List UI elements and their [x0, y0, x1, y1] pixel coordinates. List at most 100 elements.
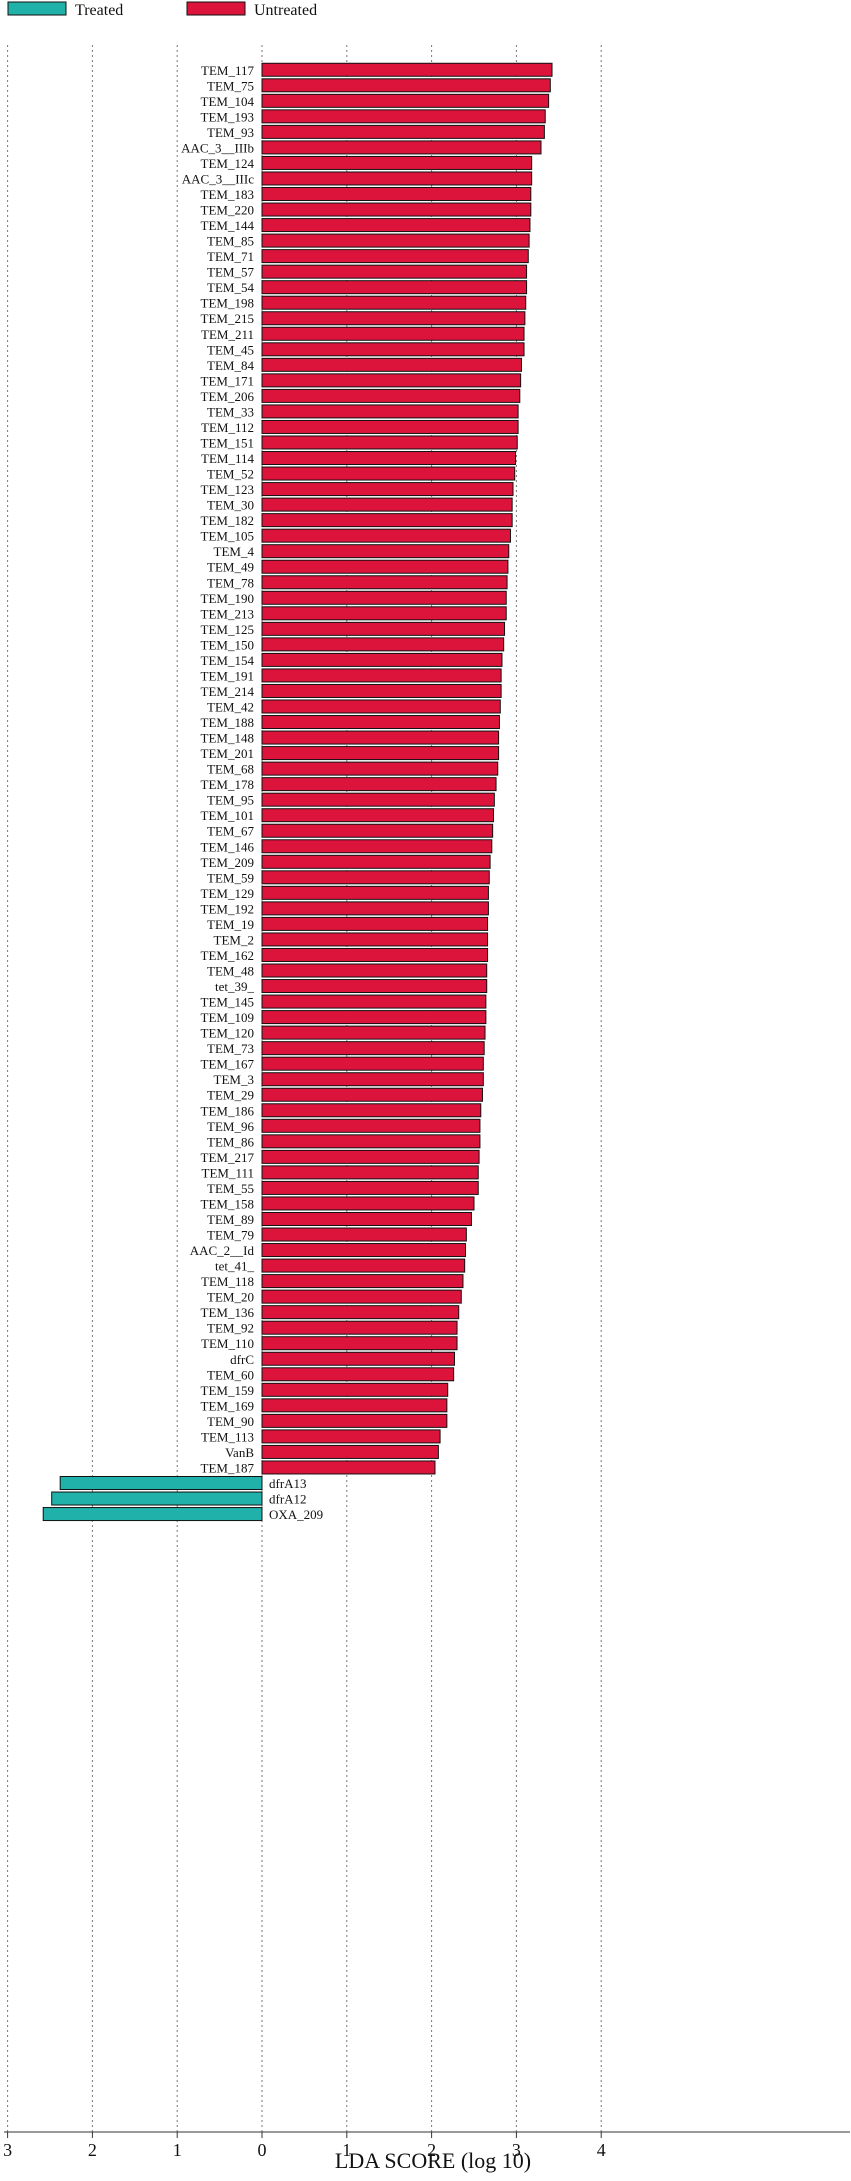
category-label-TEM_84: TEM_84: [207, 358, 254, 373]
bar-TEM_190: [261, 590, 507, 605]
bar-TEM_71: [261, 249, 529, 264]
bar-TEM_52: [261, 466, 516, 481]
bar-TEM_104: [261, 93, 550, 108]
category-label-TEM_68: TEM_68: [207, 762, 254, 777]
category-label-TEM_191: TEM_191: [201, 668, 254, 683]
bar-TEM_124: [261, 155, 533, 170]
category-label-tet_39_: tet_39_: [215, 979, 254, 994]
category-label-TEM_145: TEM_145: [201, 995, 254, 1010]
bar-TEM_154: [261, 652, 503, 667]
x-tick-label: 3: [512, 2140, 521, 2160]
bar-TEM_49: [261, 559, 509, 574]
category-label-tet_41_: tet_41_: [215, 1259, 254, 1274]
category-label-OXA_209: OXA_209: [269, 1507, 323, 1522]
category-label-TEM_73: TEM_73: [207, 1041, 254, 1056]
bar-TEM_78: [261, 575, 508, 590]
category-label-TEM_193: TEM_193: [201, 109, 254, 124]
category-label-TEM_48: TEM_48: [207, 964, 254, 979]
bar-TEM_113: [261, 1429, 441, 1444]
bar-TEM_148: [261, 730, 500, 745]
category-label-dfrA12: dfrA12: [269, 1492, 307, 1507]
bar-TEM_129: [261, 885, 489, 900]
category-label-TEM_187: TEM_187: [201, 1460, 255, 1475]
bar-TEM_90: [261, 1413, 448, 1428]
category-label-TEM_20: TEM_20: [207, 1290, 254, 1305]
category-label-TEM_136: TEM_136: [201, 1305, 255, 1320]
bar-TEM_2: [261, 932, 489, 947]
bar-TEM_110: [261, 1336, 458, 1351]
category-label-TEM_182: TEM_182: [201, 513, 254, 528]
category-label-TEM_57: TEM_57: [207, 265, 254, 280]
category-label-TEM_206: TEM_206: [201, 389, 255, 404]
category-label-TEM_60: TEM_60: [207, 1367, 254, 1382]
legend-label-treated: Treated: [75, 2, 123, 19]
x-axis: 3 2 1 0 1 2 3 4: [3, 2131, 850, 2160]
x-tick-label: 1: [173, 2140, 182, 2160]
category-label-TEM_33: TEM_33: [207, 404, 254, 419]
category-label-TEM_151: TEM_151: [201, 435, 254, 450]
category-label-TEM_120: TEM_120: [201, 1026, 254, 1041]
bar-TEM_85: [261, 233, 530, 248]
bar-TEM_201: [261, 746, 500, 761]
category-label-TEM_85: TEM_85: [207, 234, 254, 249]
category-label-TEM_78: TEM_78: [207, 575, 254, 590]
category-label-TEM_118: TEM_118: [201, 1274, 254, 1289]
bar-TEM_75: [261, 78, 551, 93]
category-label-TEM_190: TEM_190: [201, 591, 254, 606]
bar-TEM_118: [261, 1274, 464, 1289]
category-label-TEM_19: TEM_19: [207, 917, 254, 932]
bar-dfrC: [261, 1351, 455, 1366]
bar-TEM_55: [261, 1180, 479, 1195]
category-label-TEM_117: TEM_117: [201, 63, 254, 78]
category-label-TEM_86: TEM_86: [207, 1134, 254, 1149]
bar-TEM_217: [261, 1149, 480, 1164]
category-label-TEM_183: TEM_183: [201, 187, 254, 202]
category-label-TEM_158: TEM_158: [201, 1196, 254, 1211]
category-label-TEM_123: TEM_123: [201, 482, 254, 497]
bar-TEM_67: [261, 823, 494, 838]
bar-TEM_114: [261, 451, 517, 466]
bar-TEM_125: [261, 621, 506, 636]
bar-TEM_105: [261, 528, 511, 543]
bar-TEM_109: [261, 1010, 487, 1025]
bar-TEM_111: [261, 1165, 479, 1180]
category-label-TEM_3: TEM_3: [214, 1072, 254, 1087]
bar-TEM_144: [261, 218, 531, 233]
bar-TEM_89: [261, 1211, 472, 1226]
bar-TEM_136: [261, 1305, 460, 1320]
x-tick-label: 3: [3, 2140, 12, 2160]
legend: Treated Untreated: [7, 1, 317, 19]
legend-swatch-untreated: [186, 1, 246, 16]
bar-TEM_4: [261, 544, 510, 559]
category-label-TEM_71: TEM_71: [207, 249, 254, 264]
category-label-TEM_42: TEM_42: [207, 699, 254, 714]
bar-TEM_151: [261, 435, 518, 450]
category-label-TEM_213: TEM_213: [201, 606, 254, 621]
bar-AAC_2__Id: [261, 1243, 467, 1258]
bar-TEM_84: [261, 357, 522, 372]
category-label-TEM_90: TEM_90: [207, 1414, 254, 1429]
category-label-dfrC: dfrC: [230, 1352, 254, 1367]
category-label-TEM_113: TEM_113: [201, 1429, 254, 1444]
category-label-TEM_55: TEM_55: [207, 1181, 254, 1196]
category-label-TEM_75: TEM_75: [207, 78, 254, 93]
category-label-TEM_198: TEM_198: [201, 296, 254, 311]
bar-TEM_48: [261, 963, 488, 978]
category-label-TEM_171: TEM_171: [201, 373, 254, 388]
bar-TEM_57: [261, 264, 528, 279]
legend-swatch-treated: [7, 1, 67, 16]
bar-TEM_60: [261, 1367, 455, 1382]
category-label-TEM_124: TEM_124: [201, 156, 255, 171]
category-label-TEM_111: TEM_111: [202, 1165, 254, 1180]
bar-TEM_162: [261, 947, 489, 962]
category-label-TEM_220: TEM_220: [201, 203, 254, 218]
bar-TEM_150: [261, 637, 505, 652]
category-label-TEM_214: TEM_214: [201, 684, 255, 699]
bar-TEM_123: [261, 482, 514, 497]
bar-TEM_198: [261, 295, 527, 310]
category-label-TEM_112: TEM_112: [201, 420, 254, 435]
category-label-TEM_45: TEM_45: [207, 342, 254, 357]
category-label-TEM_59: TEM_59: [207, 870, 254, 885]
bar-TEM_30: [261, 497, 513, 512]
